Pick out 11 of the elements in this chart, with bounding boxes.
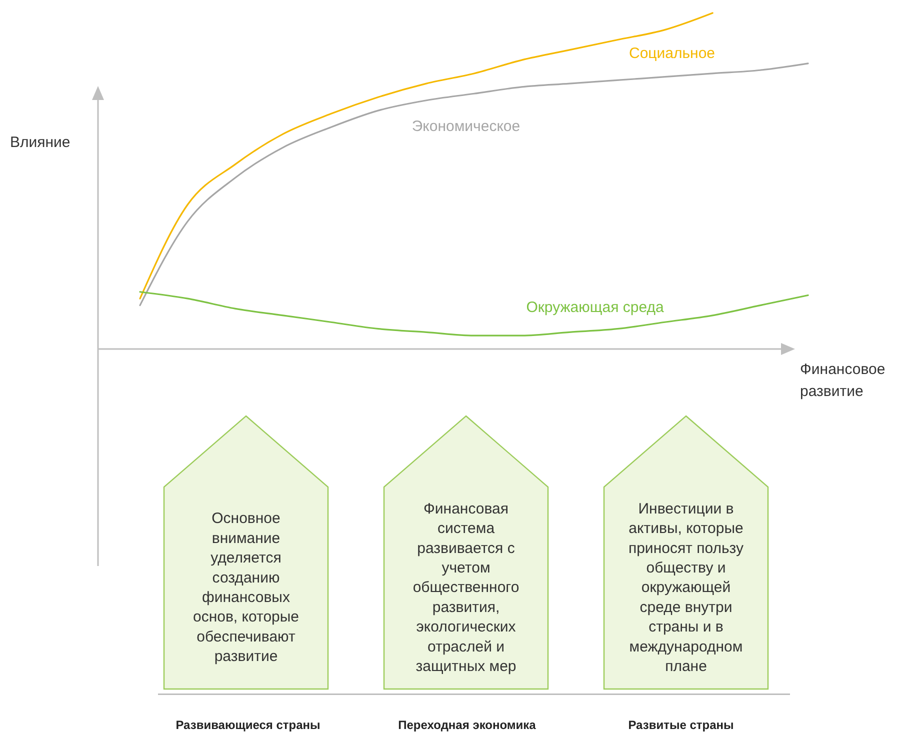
text: Развитые страны bbox=[628, 718, 734, 732]
text: Финансовая система развивается с учетом общественного развития, экологических отраслей и защитных мер bbox=[412, 500, 520, 675]
y-axis-title: Влияние bbox=[10, 134, 70, 151]
text: Переходная экономика bbox=[398, 718, 536, 732]
series-label: Окружающая среда bbox=[526, 299, 664, 316]
text: Основное внимание уделяется созданию финансовых основ, которые обеспечивают развитие bbox=[192, 510, 300, 666]
text: Развивающиеся страны bbox=[176, 718, 320, 732]
series-label: Социальное bbox=[628, 45, 716, 62]
text: Инвестиции в активы, которые приносят пользу обществу и окружающей среде внутри страны и в международном плане bbox=[628, 500, 744, 675]
x-axis-title: Финансовое развитие bbox=[800, 361, 886, 400]
series-label: Экономическое bbox=[412, 118, 520, 135]
